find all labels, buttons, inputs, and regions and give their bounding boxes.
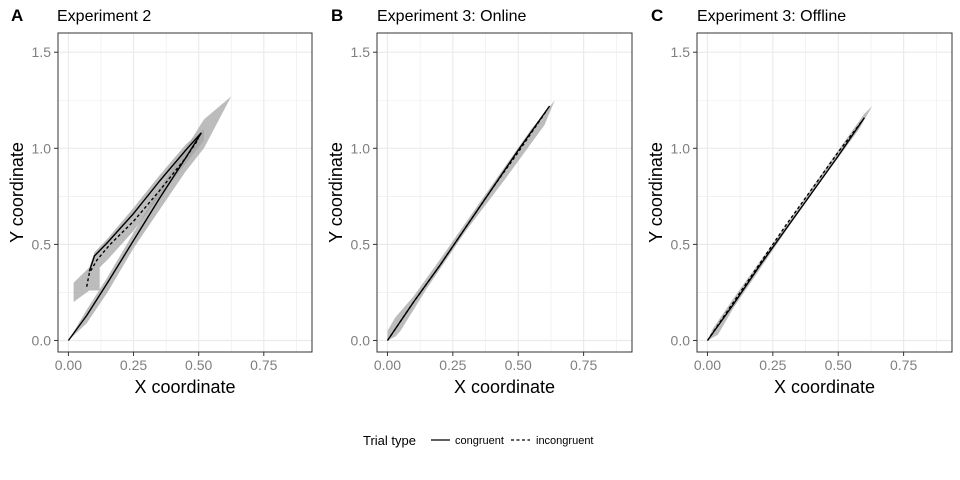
y-tick-label: 0.0 (671, 332, 691, 348)
panel-tag: C (651, 6, 663, 25)
grid (697, 33, 952, 352)
y-tick-label: 0.0 (351, 332, 371, 348)
series-line-incongruent (386, 109, 548, 341)
panel-title: Experiment 3: Online (377, 8, 527, 25)
x-tick-label: 0.00 (694, 357, 721, 373)
panel-tag: A (11, 6, 23, 25)
series-line-congruent (706, 117, 865, 341)
y-axis-label: Y coordinate (646, 142, 666, 243)
legend: Trial type congruent incongruent (363, 433, 594, 448)
panel-tag: B (331, 6, 343, 25)
legend-label-congruent: congruent (455, 435, 504, 447)
y-tick-label: 1.5 (671, 44, 691, 60)
x-tick-label: 0.50 (825, 357, 852, 373)
legend-title: Trial type (363, 433, 416, 448)
panel-b: B Experiment 3: Online 0.00 0.25 0.50 0.75 0.0… (326, 6, 633, 397)
x-axis-label: X coordinate (774, 377, 875, 397)
x-tick-label: 0.25 (759, 357, 786, 373)
panel-c: C Experiment 3: Offline 0.00 0.25 0.50 0.75 0.… (646, 6, 953, 397)
x-tick-label: 0.75 (250, 357, 277, 373)
series-line-congruent (88, 132, 202, 272)
y-tick-label: 0.5 (32, 236, 52, 252)
panel-border (376, 32, 633, 353)
grid (377, 33, 632, 352)
x-tick-label: 0.00 (374, 357, 401, 373)
legend-label-incongruent: incongruent (536, 435, 594, 447)
x-tick-label: 0.25 (120, 357, 147, 373)
x-axis-label: X coordinate (134, 377, 235, 397)
y-tick-label: 0.0 (32, 332, 52, 348)
y-axis-label: Y coordinate (7, 142, 27, 243)
x-tick-label: 0.75 (890, 357, 917, 373)
y-tick-label: 1.0 (351, 140, 371, 156)
x-tick-label: 0.50 (185, 357, 212, 373)
y-tick-label: 0.5 (351, 236, 371, 252)
y-tick-label: 0.5 (671, 236, 691, 252)
y-tick-label: 1.5 (351, 44, 371, 60)
x-tick-label: 0.75 (570, 357, 597, 373)
panel-border (696, 32, 953, 353)
panel-title: Experiment 3: Offline (697, 8, 846, 25)
series-line-congruent (67, 132, 202, 341)
x-tick-label: 0.50 (505, 357, 532, 373)
series-line-incongruent (706, 120, 863, 341)
y-tick-label: 1.0 (671, 140, 691, 156)
y-tick-label: 1.5 (32, 44, 52, 60)
panel-border (57, 32, 313, 353)
y-axis-label: Y coordinate (326, 142, 346, 243)
x-tick-label: 0.25 (439, 357, 466, 373)
y-tick-label: 1.0 (32, 140, 52, 156)
panel-title: Experiment 2 (57, 8, 151, 25)
x-axis-label: X coordinate (454, 377, 555, 397)
x-tick-label: 0.00 (55, 357, 82, 373)
panel-a: A Experiment 2 0.00 0.25 0.50 0.75 0.0 0.5 1.0 1.… (7, 6, 313, 397)
